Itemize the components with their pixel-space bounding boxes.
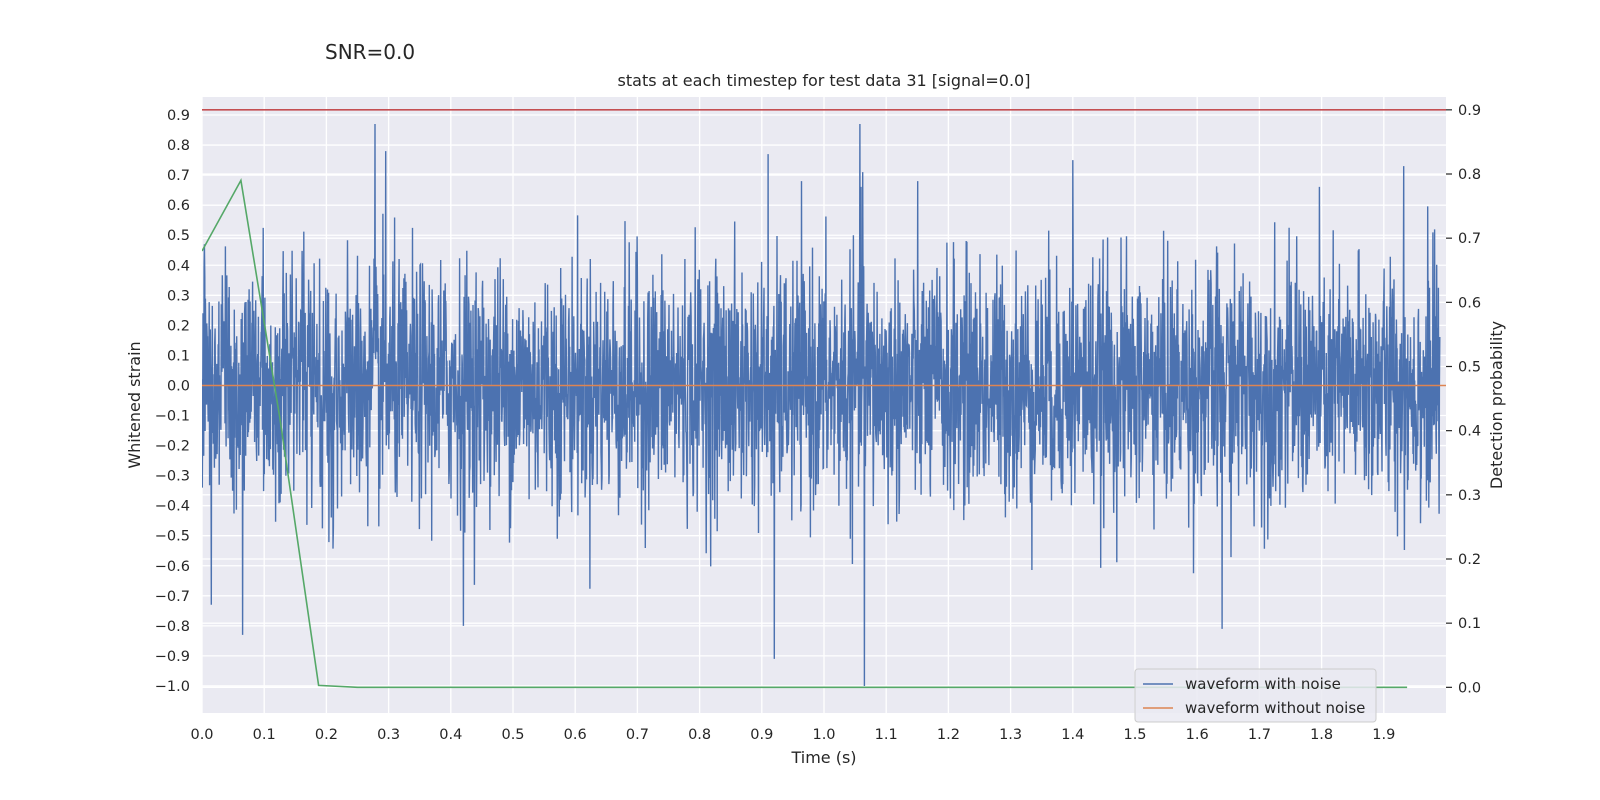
y-axis-label: Whitened strain	[125, 341, 144, 468]
x-tick-label: 0.7	[626, 727, 649, 743]
y-right-tick-label: 0.1	[1458, 616, 1481, 632]
y-axis-label-right: Detection probability	[1487, 321, 1506, 489]
x-tick-label: 1.9	[1372, 727, 1395, 743]
y-tick-label: 0.3	[167, 288, 190, 304]
y-tick-label: −0.2	[155, 439, 190, 455]
series-layer	[202, 109, 1446, 689]
y-tick-label: −1.0	[155, 679, 190, 695]
y-tick-label: −0.7	[155, 589, 190, 605]
y-tick-label: −0.9	[155, 649, 190, 665]
x-tick-label: 1.5	[1123, 727, 1146, 743]
x-tick-label: 0.5	[501, 727, 524, 743]
left-axis-ticks: 0.9 0.8 0.7 0.6 0.5 0.4 0.3 0.2 0.1 0.0 −0.1 −0.2 −0…	[155, 108, 190, 695]
x-tick-label: 1.2	[937, 727, 960, 743]
y-right-tick-label: 0.6	[1458, 295, 1481, 311]
chart-title: stats at each timestep for test data 31 …	[618, 71, 1031, 90]
x-tick-label: 0.2	[315, 727, 338, 743]
y-right-tick-label: 0.2	[1458, 552, 1481, 568]
y-tick-label: −0.1	[155, 409, 190, 425]
x-tick-label: 0.8	[688, 727, 711, 743]
legend: waveform with noise waveform without noi…	[1134, 668, 1377, 723]
y-right-tick-label: 0.4	[1458, 424, 1481, 440]
right-axis-ticks: 0.9 0.8 0.7 0.6 0.5 0.4 0.3 0.2 0.1 0.0	[1446, 103, 1481, 696]
x-tick-label: 1.8	[1310, 727, 1333, 743]
x-tick-label: 1.3	[999, 727, 1022, 743]
y-tick-label: −0.4	[155, 499, 190, 515]
snr-label: SNR=0.0	[325, 40, 416, 64]
y-right-tick-label: 0.3	[1458, 488, 1481, 504]
x-tick-label: 0.0	[190, 727, 213, 743]
y-tick-label: −0.5	[155, 529, 190, 545]
series-detection-probability	[202, 177, 1408, 689]
x-tick-label: 1.1	[875, 727, 898, 743]
x-tick-label: 0.6	[564, 727, 587, 743]
y-tick-label: 0.2	[167, 318, 190, 334]
x-tick-label: 0.1	[253, 727, 276, 743]
x-tick-label: 1.7	[1248, 727, 1271, 743]
y-tick-label: 0.8	[167, 138, 190, 154]
x-tick-label: 0.4	[439, 727, 462, 743]
legend-label-clean: waveform without noise	[1185, 699, 1365, 717]
y-tick-label: −0.8	[155, 619, 190, 635]
legend-box	[1134, 668, 1377, 723]
y-tick-label: 0.4	[167, 258, 190, 274]
x-tick-label: 1.0	[812, 727, 835, 743]
y-right-tick-label: 0.5	[1458, 360, 1481, 376]
y-tick-label: 0.9	[167, 108, 190, 124]
series-waveform-with-noise	[202, 123, 1441, 687]
x-tick-label: 0.3	[377, 727, 400, 743]
y-right-tick-label: 0.7	[1458, 231, 1481, 247]
x-axis-ticks: 0.0 0.1 0.2 0.3 0.4 0.5 0.6 0.7 0.8 0.9 1.0 1.1 1.2 1…	[190, 727, 1395, 743]
y-tick-label: 0.6	[167, 198, 190, 214]
y-tick-label: 0.5	[167, 228, 190, 244]
y-tick-label: 0.0	[167, 378, 190, 394]
x-axis-label: Time (s)	[790, 748, 856, 767]
y-right-tick-label: 0.0	[1458, 680, 1481, 696]
y-right-tick-label: 0.9	[1458, 103, 1481, 119]
y-right-tick-label: 0.8	[1458, 167, 1481, 183]
y-tick-label: 0.1	[167, 348, 190, 364]
x-tick-label: 1.6	[1186, 727, 1209, 743]
legend-label-noise: waveform with noise	[1185, 675, 1341, 693]
y-tick-label: 0.7	[167, 168, 190, 184]
y-tick-label: −0.6	[155, 559, 190, 575]
x-tick-label: 1.4	[1061, 727, 1084, 743]
x-tick-label: 0.9	[750, 727, 773, 743]
y-tick-label: −0.3	[155, 469, 190, 485]
